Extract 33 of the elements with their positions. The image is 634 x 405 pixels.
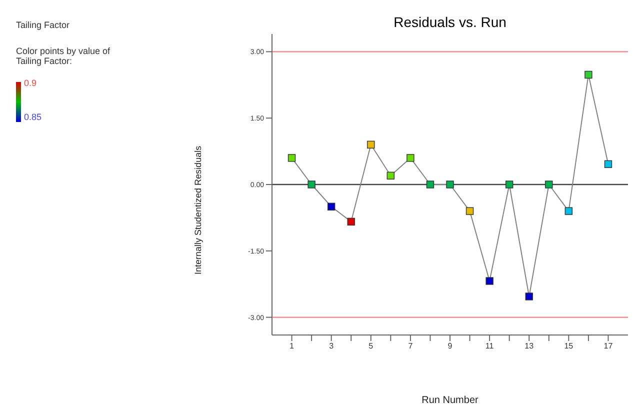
point bbox=[406, 154, 414, 162]
x-tick-label: 1 bbox=[290, 342, 295, 351]
x-axis-title: Run Number bbox=[422, 395, 480, 405]
chart-title: Residuals vs. Run bbox=[392, 14, 508, 30]
color-bar-label: 0.85 bbox=[24, 112, 42, 122]
point bbox=[545, 180, 553, 188]
point bbox=[505, 180, 514, 188]
color-bar-label: 0.9 bbox=[24, 78, 37, 88]
point bbox=[308, 180, 316, 188]
point bbox=[367, 140, 375, 149]
point bbox=[446, 180, 454, 188]
point bbox=[386, 172, 395, 180]
point bbox=[288, 154, 296, 162]
point bbox=[347, 218, 355, 226]
point bbox=[564, 207, 573, 215]
x-tick-label: 17 bbox=[604, 342, 614, 351]
x-tick-label: 5 bbox=[368, 342, 374, 351]
point bbox=[604, 160, 612, 168]
point bbox=[584, 70, 592, 79]
color-bar-title: Color points by value of Tailing Factor: bbox=[16, 46, 112, 66]
point bbox=[525, 292, 533, 300]
x-tick-label: 7 bbox=[408, 342, 414, 351]
point bbox=[426, 180, 434, 188]
x-tick-label: 15 bbox=[564, 342, 574, 351]
x-tick-label: 3 bbox=[329, 342, 334, 351]
point bbox=[466, 207, 474, 215]
y-axis-title: Internally Studentized Residuals bbox=[193, 145, 204, 274]
x-tick-label: 9 bbox=[448, 342, 453, 351]
x-tick-label: 11 bbox=[485, 342, 494, 351]
x-tick-label: 13 bbox=[524, 342, 534, 351]
point bbox=[327, 202, 336, 210]
point bbox=[486, 277, 494, 285]
text: Tailing Factor bbox=[16, 20, 70, 30]
